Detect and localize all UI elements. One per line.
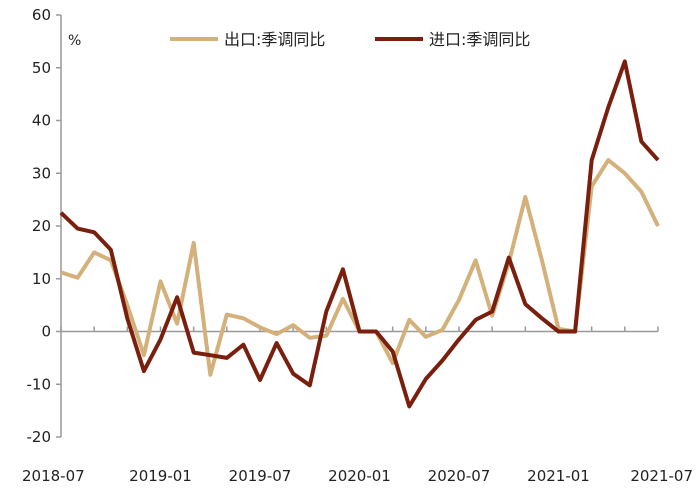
x-tick-label: 2020-01 (328, 467, 391, 485)
y-tick-label: 20 (32, 217, 51, 235)
x-tick-label: 2018-07 (22, 467, 85, 485)
x-axis-ticks: 2018-07 2019-01 2019-07 2020-01 2020-07 2021-… (22, 326, 693, 485)
y-tick-label: 50 (32, 59, 51, 77)
y-tick-label: 60 (32, 6, 51, 24)
y-tick-label: 30 (32, 164, 51, 182)
legend-label-export: 出口:季调同比 (224, 30, 325, 49)
chart-axes (60, 15, 658, 437)
series-line-import (59, 59, 660, 409)
y-tick-label: 0 (41, 323, 51, 341)
legend-label-import: 进口:季调同比 (429, 30, 530, 49)
x-tick-label: 2021-01 (527, 467, 590, 485)
y-tick-label: 40 (32, 112, 51, 130)
y-axis-ticks: 60 50 40 30 20 10 0 -10 -20 (27, 6, 61, 446)
series-lines (59, 59, 660, 409)
legend: 出口:季调同比 进口:季调同比 (170, 30, 530, 49)
y-tick-label: -10 (27, 375, 52, 393)
series-line-export (60, 158, 660, 377)
y-unit-label: % (68, 33, 81, 49)
y-tick-label: -20 (27, 428, 52, 446)
x-tick-label: 2019-01 (129, 467, 192, 485)
x-tick-label: 2020-07 (428, 467, 491, 485)
y-tick-label: 10 (32, 270, 51, 288)
x-tick-label: 2021-07 (630, 467, 693, 485)
x-tick-label: 2019-07 (229, 467, 292, 485)
